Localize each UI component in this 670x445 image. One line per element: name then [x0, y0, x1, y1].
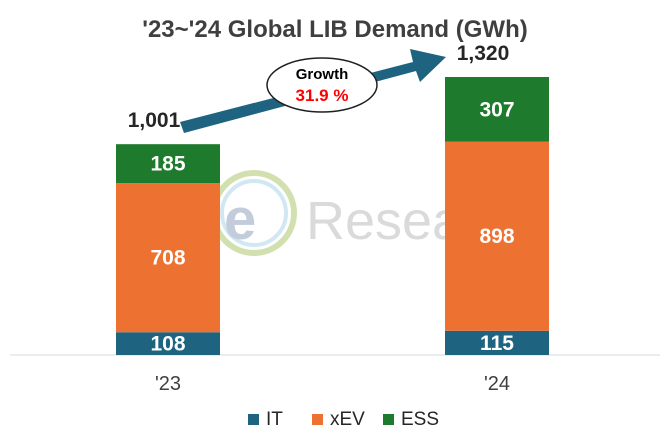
bars-layer — [116, 77, 549, 355]
bar-it-1 — [445, 330, 549, 355]
growth-label: Growth — [296, 66, 349, 83]
bar-ess-1 — [445, 77, 549, 142]
bar-xev-1 — [445, 141, 549, 331]
data-label-it-0: 108 — [150, 333, 185, 356]
totals-layer: 1,001 1,320 — [128, 42, 510, 132]
legend-swatch-xev — [312, 414, 323, 425]
segment-labels-layer: 108 708 185 115 898 307 — [150, 98, 514, 355]
legend-label-ess: ESS — [401, 409, 439, 430]
x-ticks-layer: '23 '24 — [155, 373, 510, 395]
data-label-xev-1: 898 — [479, 225, 514, 248]
legend-label-it: IT — [266, 409, 283, 430]
legend: IT xEV ESS — [248, 409, 439, 430]
bar-xev-0 — [116, 183, 220, 333]
bar-it-0 — [116, 332, 220, 355]
data-label-it-1: 115 — [480, 332, 514, 355]
total-label-0: 1,001 — [128, 109, 181, 132]
data-label-ess-0: 185 — [150, 153, 185, 176]
bar-ess-0 — [116, 144, 220, 184]
legend-swatch-it — [248, 414, 259, 425]
chart-title: '23~'24 Global LIB Demand (GWh) — [142, 16, 527, 43]
growth-value: 31.9 % — [296, 86, 349, 105]
data-label-xev-0: 708 — [150, 247, 185, 270]
watermark-text-e: e — [224, 187, 256, 252]
total-label-1: 1,320 — [457, 42, 510, 65]
x-tick-0: '23 — [155, 373, 181, 395]
legend-label-xev: xEV — [330, 409, 365, 430]
growth-annotation: Growth 31.9 % — [180, 49, 446, 133]
x-tick-1: '24 — [484, 373, 510, 395]
legend-swatch-ess — [383, 414, 394, 425]
data-label-ess-1: 307 — [479, 98, 514, 121]
growth-callout — [266, 57, 378, 113]
watermark-swirl-inner — [220, 179, 288, 247]
